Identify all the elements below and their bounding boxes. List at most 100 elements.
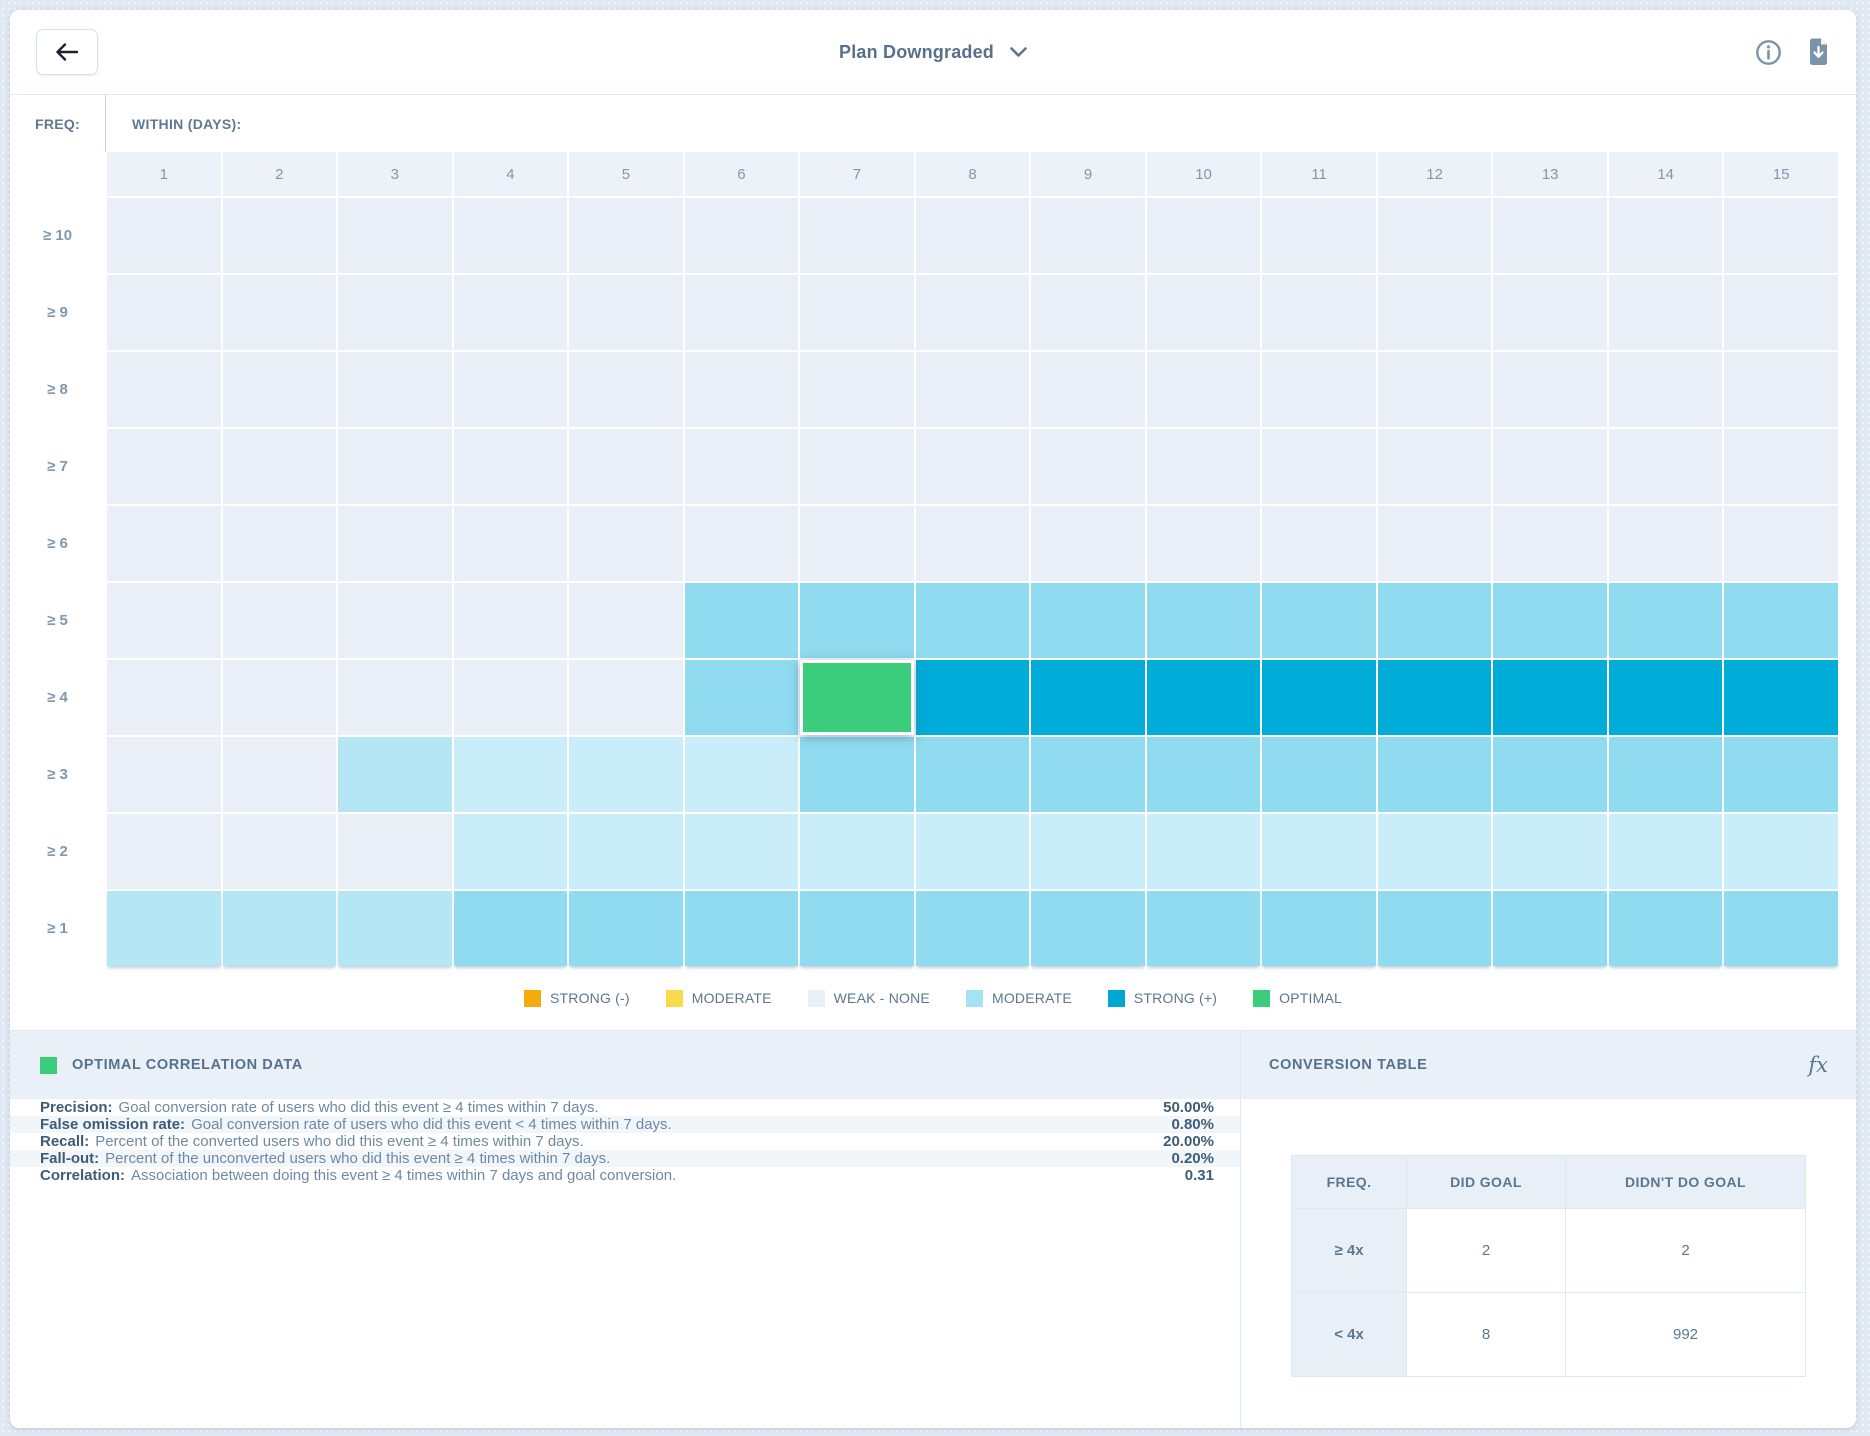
- heatmap-cell[interactable]: [1608, 198, 1723, 273]
- heatmap-cell[interactable]: [107, 352, 221, 427]
- heatmap-cell[interactable]: [915, 891, 1030, 966]
- heatmap-cell[interactable]: [338, 814, 452, 889]
- heatmap-cell[interactable]: [800, 737, 914, 812]
- heatmap-cell[interactable]: [1146, 429, 1261, 504]
- heatmap-cell[interactable]: [1146, 583, 1261, 658]
- heatmap-cell[interactable]: [222, 352, 337, 427]
- heatmap-cell[interactable]: [1262, 275, 1376, 350]
- heatmap-cell[interactable]: [1493, 429, 1607, 504]
- heatmap-cell[interactable]: [453, 506, 568, 581]
- heatmap-cell[interactable]: [1262, 737, 1376, 812]
- heatmap-cell[interactable]: [222, 506, 337, 581]
- heatmap-cell[interactable]: [1031, 660, 1145, 735]
- heatmap-cell[interactable]: [1608, 891, 1723, 966]
- heatmap-cell[interactable]: [1377, 737, 1492, 812]
- heatmap-cell[interactable]: [222, 891, 337, 966]
- heatmap-cell[interactable]: [107, 583, 221, 658]
- heatmap-cell[interactable]: [1377, 429, 1492, 504]
- heatmap-cell[interactable]: [800, 352, 914, 427]
- heatmap-cell[interactable]: [1031, 737, 1145, 812]
- heatmap-cell[interactable]: [569, 352, 683, 427]
- heatmap-cell[interactable]: [1146, 275, 1261, 350]
- heatmap-cell[interactable]: [1146, 660, 1261, 735]
- heatmap-cell[interactable]: [1146, 198, 1261, 273]
- heatmap-cell[interactable]: [684, 660, 799, 735]
- heatmap-cell[interactable]: [222, 814, 337, 889]
- heatmap-cell[interactable]: [222, 429, 337, 504]
- heatmap-cell[interactable]: [107, 506, 221, 581]
- heatmap-cell[interactable]: [800, 583, 914, 658]
- heatmap-cell[interactable]: [800, 506, 914, 581]
- heatmap-cell[interactable]: [1608, 352, 1723, 427]
- heatmap-cell[interactable]: [1608, 506, 1723, 581]
- heatmap-cell[interactable]: [915, 275, 1030, 350]
- heatmap-cell[interactable]: [453, 429, 568, 504]
- heatmap-cell[interactable]: [1724, 198, 1838, 273]
- heatmap-cell[interactable]: [453, 891, 568, 966]
- heatmap-cell[interactable]: [338, 506, 452, 581]
- heatmap-cell[interactable]: [1493, 660, 1607, 735]
- heatmap-cell[interactable]: [338, 660, 452, 735]
- heatmap-cell[interactable]: [800, 275, 914, 350]
- heatmap-cell[interactable]: [684, 275, 799, 350]
- heatmap-cell[interactable]: [915, 429, 1030, 504]
- heatmap-cell[interactable]: [1377, 506, 1492, 581]
- formula-fx-icon[interactable]: fx: [1808, 1053, 1828, 1077]
- heatmap-cell[interactable]: [1724, 660, 1838, 735]
- heatmap-cell[interactable]: [107, 198, 221, 273]
- heatmap-cell[interactable]: [222, 737, 337, 812]
- heatmap-cell[interactable]: [1724, 429, 1838, 504]
- heatmap-cell[interactable]: [453, 583, 568, 658]
- heatmap-cell[interactable]: [1262, 814, 1376, 889]
- heatmap-cell[interactable]: [569, 198, 683, 273]
- heatmap-cell[interactable]: [1493, 891, 1607, 966]
- heatmap-cell[interactable]: [915, 660, 1030, 735]
- heatmap-cell[interactable]: [800, 814, 914, 889]
- heatmap-cell[interactable]: [1031, 352, 1145, 427]
- heatmap-cell[interactable]: [915, 506, 1030, 581]
- heatmap-cell[interactable]: [1031, 429, 1145, 504]
- heatmap-cell[interactable]: [915, 737, 1030, 812]
- heatmap-cell[interactable]: [569, 660, 683, 735]
- event-selector[interactable]: Plan Downgraded: [839, 42, 1027, 63]
- heatmap-cell[interactable]: [1608, 660, 1723, 735]
- heatmap-cell[interactable]: [453, 814, 568, 889]
- heatmap-cell[interactable]: [915, 583, 1030, 658]
- heatmap-cell[interactable]: [1262, 429, 1376, 504]
- heatmap-cell[interactable]: [1493, 275, 1607, 350]
- heatmap-cell[interactable]: [1608, 429, 1723, 504]
- heatmap-cell[interactable]: [1377, 891, 1492, 966]
- heatmap-cell[interactable]: [338, 429, 452, 504]
- heatmap-cell[interactable]: [453, 275, 568, 350]
- heatmap-cell[interactable]: [1377, 583, 1492, 658]
- heatmap-cell[interactable]: [107, 891, 221, 966]
- heatmap-cell[interactable]: [1493, 506, 1607, 581]
- heatmap-cell[interactable]: [1377, 198, 1492, 273]
- heatmap-cell[interactable]: [222, 583, 337, 658]
- heatmap-cell[interactable]: [107, 275, 221, 350]
- heatmap-cell[interactable]: [569, 506, 683, 581]
- heatmap-cell[interactable]: [453, 660, 568, 735]
- heatmap-cell[interactable]: [1724, 275, 1838, 350]
- heatmap-cell[interactable]: [1377, 352, 1492, 427]
- heatmap-cell[interactable]: [1493, 352, 1607, 427]
- heatmap-cell[interactable]: [800, 891, 914, 966]
- heatmap-cell[interactable]: [569, 891, 683, 966]
- heatmap-cell[interactable]: [1031, 583, 1145, 658]
- heatmap-cell[interactable]: [1146, 891, 1261, 966]
- heatmap-cell[interactable]: [1262, 891, 1376, 966]
- heatmap-cell[interactable]: [1146, 814, 1261, 889]
- heatmap-cell[interactable]: [338, 275, 452, 350]
- heatmap-cell[interactable]: [1608, 583, 1723, 658]
- heatmap-cell[interactable]: [222, 660, 337, 735]
- heatmap-cell[interactable]: [684, 891, 799, 966]
- heatmap-cell[interactable]: [107, 814, 221, 889]
- heatmap-cell[interactable]: [569, 737, 683, 812]
- heatmap-cell[interactable]: [1493, 814, 1607, 889]
- heatmap-cell[interactable]: [338, 198, 452, 273]
- heatmap-cell[interactable]: [1262, 583, 1376, 658]
- heatmap-cell[interactable]: [915, 198, 1030, 273]
- heatmap-cell[interactable]: [1724, 891, 1838, 966]
- heatmap-cell[interactable]: [107, 429, 221, 504]
- heatmap-cell[interactable]: [569, 814, 683, 889]
